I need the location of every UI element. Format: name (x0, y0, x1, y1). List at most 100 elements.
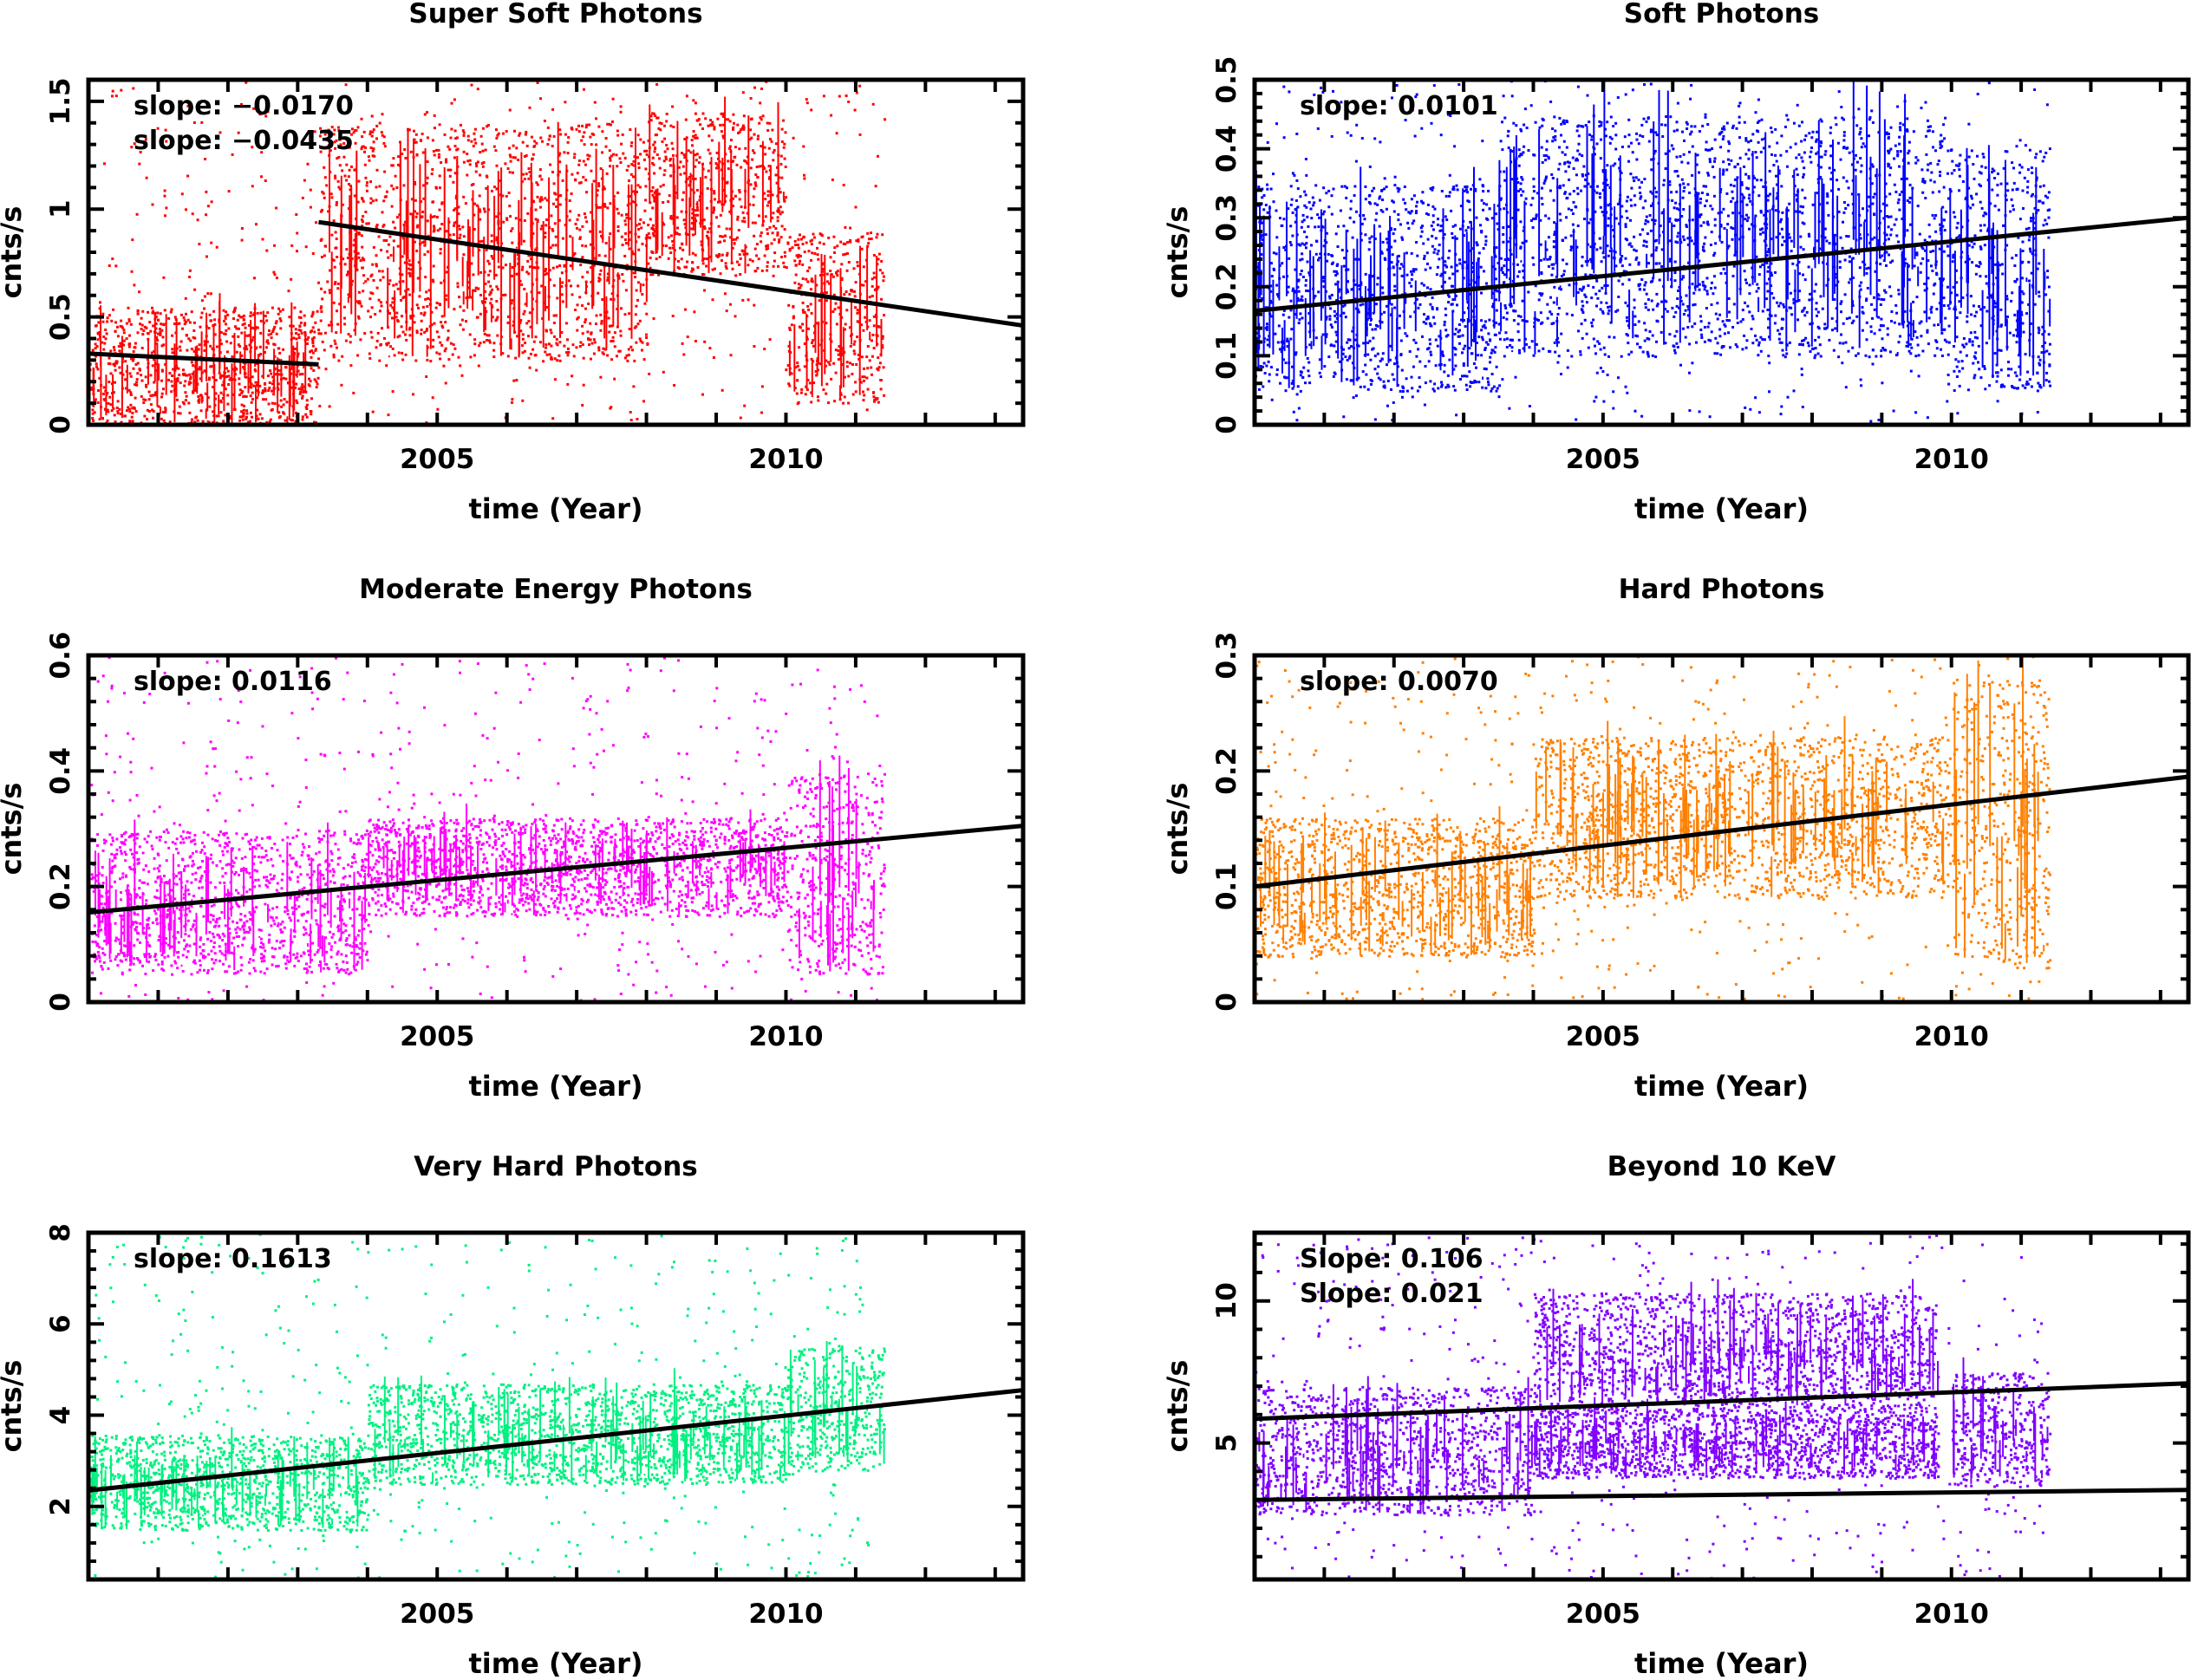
data-point (157, 318, 160, 322)
data-point (874, 185, 877, 188)
data-point (548, 278, 551, 282)
data-point (694, 177, 697, 180)
data-point (1385, 186, 1388, 189)
data-point (198, 343, 201, 347)
data-point (108, 381, 111, 384)
data-point (1497, 262, 1500, 264)
data-point (385, 190, 388, 193)
data-point (501, 132, 505, 135)
data-point (210, 241, 213, 244)
data-point (479, 134, 483, 138)
data-point (1553, 233, 1556, 237)
data-point (1431, 205, 1435, 208)
data-point (438, 123, 441, 127)
data-point (1445, 218, 1449, 221)
data-point (1775, 160, 1778, 163)
data-point (294, 348, 297, 350)
data-streak (1340, 265, 1343, 382)
data-streak (701, 163, 704, 262)
data-point (810, 279, 813, 283)
data-point (653, 230, 656, 233)
data-point (466, 134, 470, 138)
data-point (766, 264, 769, 268)
data-point (1397, 190, 1400, 193)
data-point (667, 200, 670, 204)
data-streak (1360, 166, 1362, 303)
data-point (729, 236, 733, 239)
data-point (332, 353, 336, 356)
data-point (227, 190, 231, 193)
data-point (584, 179, 588, 182)
data-point (1276, 341, 1280, 344)
data-point (855, 363, 858, 366)
data-point (347, 293, 350, 296)
data-point (421, 151, 425, 154)
data-point (566, 152, 570, 155)
data-point (301, 418, 304, 421)
data-point (757, 257, 760, 261)
data-point (333, 128, 336, 132)
data-point (563, 264, 566, 267)
data-point (1438, 229, 1442, 232)
data-point (161, 335, 165, 339)
data-point (159, 330, 162, 334)
data-point (1754, 334, 1757, 337)
data-point (109, 349, 113, 353)
data-point (303, 314, 306, 317)
data-point (443, 349, 447, 353)
data-point (694, 159, 698, 162)
data-point (171, 348, 174, 351)
data-point (707, 169, 710, 173)
data-point (868, 319, 871, 322)
data-point (125, 387, 127, 390)
data-point (833, 246, 837, 250)
data-point (822, 267, 825, 270)
data-point (99, 301, 101, 304)
data-point (695, 136, 699, 140)
data-point (104, 337, 108, 341)
data-point (1335, 312, 1339, 316)
data-point (253, 368, 257, 371)
data-point (721, 259, 723, 262)
data-point (1761, 263, 1764, 266)
data-point (1477, 257, 1480, 260)
data-point (147, 390, 151, 394)
data-point (647, 262, 650, 265)
data-point (642, 140, 645, 144)
data-point (805, 98, 808, 101)
data-point (132, 87, 135, 90)
data-point (140, 374, 143, 377)
data-point (267, 402, 271, 406)
data-point (766, 204, 769, 207)
data-point (559, 133, 563, 136)
data-point (713, 190, 716, 193)
data-point (1261, 196, 1264, 199)
data-point (600, 234, 603, 238)
data-point (480, 142, 484, 146)
data-point (394, 174, 397, 178)
data-point (309, 188, 312, 192)
data-point (1463, 311, 1466, 315)
data-point (651, 231, 655, 235)
data-point (731, 246, 734, 250)
data-point (473, 338, 477, 342)
data-point (479, 151, 482, 154)
data-point (558, 153, 561, 157)
data-point (1343, 185, 1347, 188)
data-point (1894, 190, 1898, 193)
data-point (225, 367, 228, 370)
data-point (305, 415, 309, 419)
data-point (385, 343, 388, 347)
data-point (332, 258, 336, 262)
data-point (683, 172, 687, 175)
data-point (586, 270, 590, 274)
data-point (792, 315, 795, 318)
data-point (531, 222, 534, 225)
data-point (184, 296, 187, 300)
data-point (465, 320, 467, 323)
data-point (540, 198, 544, 201)
data-point (425, 290, 428, 294)
data-point (1307, 312, 1311, 315)
data-point (106, 316, 109, 320)
data-point (1284, 361, 1288, 365)
